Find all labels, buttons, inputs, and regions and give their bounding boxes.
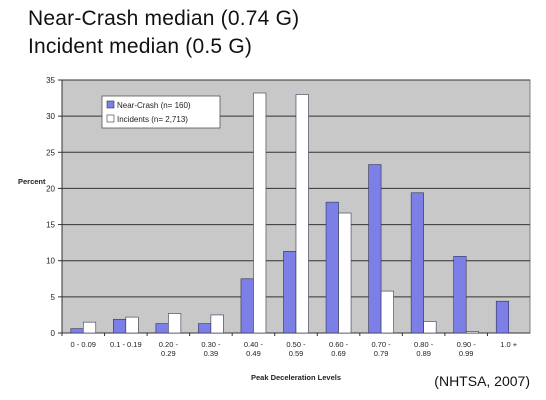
source-citation: (NHTSA, 2007) <box>434 373 530 389</box>
x-tick-label: 0.29 <box>161 349 176 358</box>
x-tick-label: 0.80 - <box>414 340 434 349</box>
headline-near-crash-median: Near-Crash median (0.74 G) <box>28 7 300 30</box>
headline-incident-median: Incident median (0.5 G) <box>28 35 253 58</box>
x-tick-label: 0.89 <box>416 349 431 358</box>
x-tick-label: 0.79 <box>374 349 389 358</box>
bar-near-crash <box>70 328 84 334</box>
legend-swatch-near-crash <box>106 100 115 109</box>
x-tick-label: 0.30 - <box>201 340 221 349</box>
x-tick-label: 0.49 <box>246 349 261 358</box>
bar-incidents <box>423 321 437 334</box>
x-axis-label: Peak Deceleration Levels <box>251 373 341 382</box>
x-tick-label: 0.50 - <box>286 340 306 349</box>
x-tick-label: 0.59 <box>289 349 304 358</box>
bar-near-crash <box>198 323 212 334</box>
y-tick-label: 15 <box>46 221 55 230</box>
x-tick-label: 0.70 - <box>371 340 391 349</box>
x-tick-label: 0.40 - <box>244 340 264 349</box>
bar-near-crash <box>410 192 424 334</box>
bar-near-crash <box>283 251 297 334</box>
bar-incidents <box>210 314 224 334</box>
bar-near-crash <box>495 300 510 334</box>
y-tick-label: 0 <box>51 329 56 338</box>
y-tick-label: 35 <box>46 76 55 85</box>
bar-incidents <box>295 94 309 334</box>
y-tick-label: 30 <box>46 112 55 121</box>
bar-incidents <box>253 92 267 334</box>
y-axis-label: Percent <box>18 177 46 186</box>
x-tick-label: 0.69 <box>331 349 346 358</box>
x-tick-label: 1.0 + <box>500 340 518 349</box>
bar-incidents <box>338 212 352 334</box>
bar-near-crash <box>368 164 382 334</box>
bar-near-crash <box>453 256 467 334</box>
bar-near-crash <box>155 323 169 334</box>
x-tick-label: 0.99 <box>459 349 474 358</box>
y-tick-label: 5 <box>51 293 56 302</box>
bar-near-crash <box>325 201 339 334</box>
bar-incidents <box>380 290 394 334</box>
legend-swatch-incidents <box>106 114 115 123</box>
x-tick-label: 0.1 - 0.19 <box>110 340 142 349</box>
bar-incidents <box>82 321 97 334</box>
x-tick-label: 0.90 - <box>457 340 477 349</box>
x-tick-label: 0.60 - <box>329 340 349 349</box>
x-tick-label: 0 - 0.09 <box>71 340 96 349</box>
y-tick-label: 25 <box>46 148 55 157</box>
legend-label-incidents: Incidents (n= 2,713) <box>117 115 188 124</box>
y-tick-label: 10 <box>46 257 55 266</box>
bar-near-crash <box>240 278 254 334</box>
bar-incidents <box>125 316 139 334</box>
legend-box <box>101 95 221 129</box>
bar-near-crash <box>113 318 127 334</box>
bar-incidents <box>168 313 182 334</box>
y-tick-label: 20 <box>46 184 55 193</box>
legend-label-near-crash: Near-Crash (n= 160) <box>117 101 191 110</box>
x-tick-label: 0.20 - <box>159 340 179 349</box>
x-tick-label: 0.39 <box>204 349 219 358</box>
bar-incidents <box>465 331 479 334</box>
